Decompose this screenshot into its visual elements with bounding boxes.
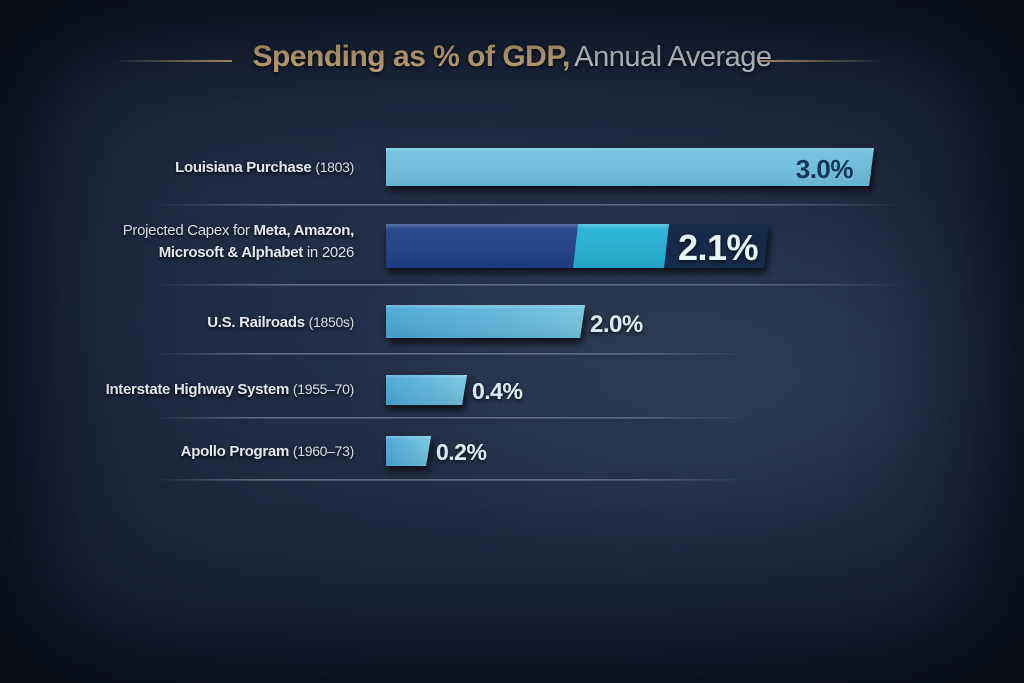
bar-group: 2.1% (386, 224, 769, 268)
category-period: (1850s) (308, 314, 355, 330)
category-period: (1803) (315, 159, 354, 175)
category-label: Apollo Program (1960–73) (180, 440, 355, 463)
gridline (150, 417, 750, 419)
title-decoration-left (112, 60, 232, 62)
category-label: Projected Capex for Meta, Amazon, Microso… (122, 220, 355, 264)
category-label: U.S. Railroads (1850s) (207, 311, 354, 334)
category-period: in 2026 (306, 244, 354, 261)
bar-gloss (386, 436, 431, 466)
gridline (150, 353, 750, 355)
value-label: 0.4% (472, 378, 522, 404)
category-label-line: Microsoft & Alphabet in 2026 (123, 242, 355, 264)
value-label: 3.0% (796, 154, 854, 184)
bar-group: 0.4% (386, 375, 523, 405)
bar-gloss (386, 305, 585, 338)
category-period: (1955–70) (292, 381, 354, 397)
title-decoration-right (760, 60, 885, 62)
value-label: 2.0% (590, 311, 643, 338)
title-emphasis: Spending as % of GDP, (252, 40, 570, 73)
bar-gloss (386, 375, 467, 405)
gridline (150, 204, 910, 206)
bar-group: 2.0% (386, 305, 643, 338)
gridline (150, 284, 910, 286)
bar-gloss (386, 148, 874, 186)
title-rest: Annual Average (574, 41, 772, 73)
category-name: Microsoft & Alphabet (158, 244, 304, 261)
chart-title: Spending as % of GDP, Annual Average (0, 40, 1024, 84)
category-label: Interstate Highway System (1955–70) (105, 378, 355, 401)
value-label: 0.2% (436, 439, 486, 465)
category-name: Louisiana Purchase (175, 159, 312, 176)
bar-gloss (386, 224, 669, 268)
category-name: U.S. Railroads (207, 314, 305, 331)
bar-group: 3.0% (386, 148, 874, 186)
category-name: Interstate Highway System (105, 381, 290, 398)
gridline (150, 479, 750, 481)
category-period: (1960–73) (292, 443, 354, 459)
bar-group: 0.2% (386, 436, 487, 466)
category-label: Louisiana Purchase (1803) (175, 156, 354, 179)
category-prefix: Projected Capex for (122, 222, 250, 239)
category-label-line: Projected Capex for Meta, Amazon, (122, 220, 355, 242)
category-name: Meta, Amazon, (253, 222, 354, 239)
category-name: Apollo Program (180, 443, 290, 460)
value-label: 2.1% (678, 227, 759, 268)
